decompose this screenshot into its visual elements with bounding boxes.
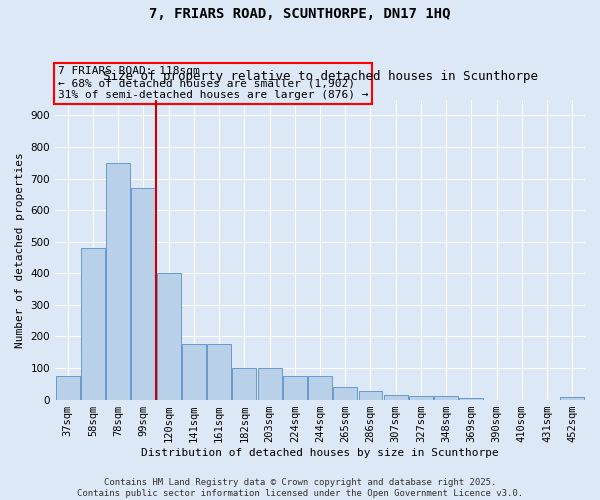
Bar <box>333 387 357 400</box>
Bar <box>131 188 155 400</box>
Bar <box>182 344 206 400</box>
Bar <box>434 396 458 400</box>
Bar <box>81 248 105 400</box>
Bar <box>560 398 584 400</box>
Bar <box>207 344 231 400</box>
Title: Size of property relative to detached houses in Scunthorpe: Size of property relative to detached ho… <box>103 70 538 84</box>
Bar <box>308 376 332 400</box>
Bar <box>106 163 130 400</box>
Bar <box>359 391 382 400</box>
Bar <box>257 368 281 400</box>
Text: 7 FRIARS ROAD: 118sqm
← 68% of detached houses are smaller (1,902)
31% of semi-d: 7 FRIARS ROAD: 118sqm ← 68% of detached … <box>58 66 368 100</box>
Bar <box>157 274 181 400</box>
Bar <box>283 376 307 400</box>
Y-axis label: Number of detached properties: Number of detached properties <box>15 152 25 348</box>
Bar <box>409 396 433 400</box>
Bar <box>56 376 80 400</box>
Bar <box>460 398 484 400</box>
Bar <box>384 396 408 400</box>
Text: Contains HM Land Registry data © Crown copyright and database right 2025.
Contai: Contains HM Land Registry data © Crown c… <box>77 478 523 498</box>
X-axis label: Distribution of detached houses by size in Scunthorpe: Distribution of detached houses by size … <box>141 448 499 458</box>
Bar <box>232 368 256 400</box>
Text: 7, FRIARS ROAD, SCUNTHORPE, DN17 1HQ: 7, FRIARS ROAD, SCUNTHORPE, DN17 1HQ <box>149 8 451 22</box>
